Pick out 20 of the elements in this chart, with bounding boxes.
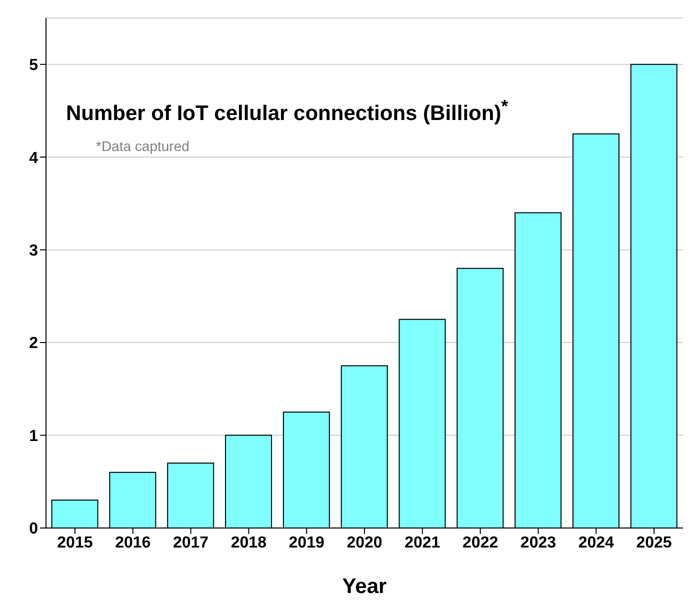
x-axis-title: Year xyxy=(342,575,387,598)
y-tick-label: 3 xyxy=(29,242,38,260)
x-tick-label: 2020 xyxy=(346,534,382,552)
x-tick-label: 2024 xyxy=(578,534,614,552)
x-tick-label: 2023 xyxy=(520,534,556,552)
x-tick-label: 2015 xyxy=(57,534,93,552)
x-tick-label: 2016 xyxy=(115,534,151,552)
x-tick-label: 2017 xyxy=(172,534,209,552)
x-tick-label: 2018 xyxy=(230,534,267,552)
x-tick-label: 2025 xyxy=(636,534,672,552)
annotation: *Data captured xyxy=(96,138,190,154)
text: Number of IoT cellular connections (Billion)$^{*}$ xyxy=(66,96,508,126)
y-tick-label: 1 xyxy=(29,428,38,445)
y-tick-label: 4 xyxy=(29,150,38,167)
x-tick-label: 2019 xyxy=(288,534,324,552)
y-tick-label: 0 xyxy=(29,520,38,538)
y-tick-label: 5 xyxy=(29,57,38,74)
y-tick-label: 2 xyxy=(29,335,38,352)
x-tick-label: 2022 xyxy=(462,534,498,552)
x-tick-label: 2021 xyxy=(404,534,440,552)
